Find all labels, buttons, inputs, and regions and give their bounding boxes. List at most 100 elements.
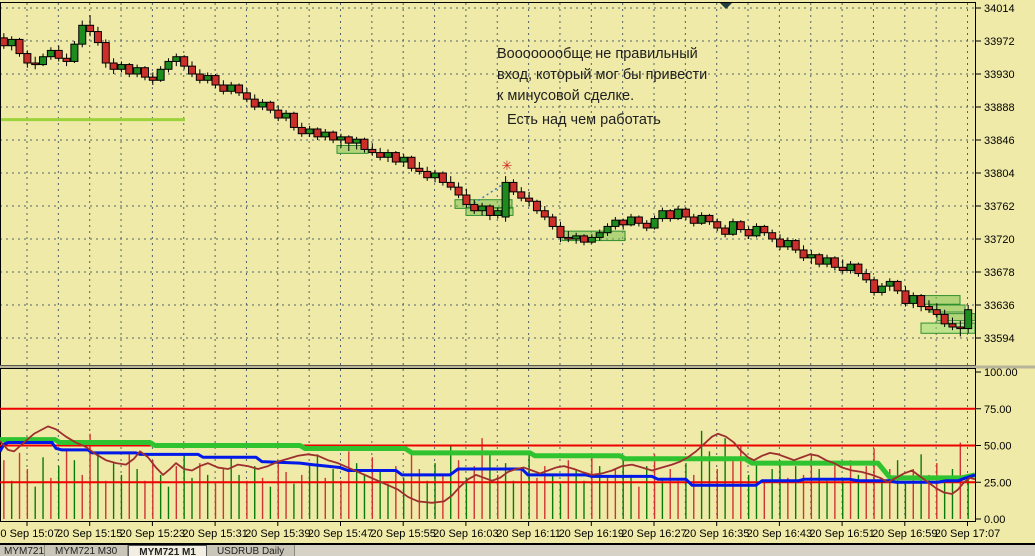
annotation-line: к минусовой сделке. [497, 88, 635, 104]
candles-group [0, 15, 973, 337]
candle-bear [125, 64, 134, 75]
candle-bear [948, 323, 957, 328]
time-axis-label: 20 Sep 15:39 [245, 528, 310, 540]
time-axis-label: 20 Sep 16:43 [747, 528, 812, 540]
candle-bear [15, 38, 24, 55]
candle-bear [862, 273, 871, 281]
candle-bear [681, 208, 690, 218]
candle-bull [877, 285, 886, 293]
candle-bull [164, 60, 173, 70]
candle-bear [313, 128, 322, 138]
candle-bear [274, 109, 283, 119]
candle-bull [431, 172, 440, 179]
price-axis-label: 33762 [984, 201, 1015, 213]
oscillator-blue-ma-line [0, 441, 975, 487]
candle-bear [854, 263, 863, 275]
candle-bull [258, 101, 267, 108]
time-axis-label: 20 Sep 16:03 [433, 528, 498, 540]
candle-bull [627, 216, 636, 226]
candle-bear [870, 279, 879, 293]
time-axis-label: 20 Sep 15:23 [120, 528, 185, 540]
time-axis-label: 20 Sep 17:07 [935, 528, 1000, 540]
candle-bear [54, 49, 63, 59]
candle-bear [415, 167, 424, 172]
candle-bear [619, 219, 628, 226]
candle-bear [407, 156, 416, 169]
candle-bear [211, 75, 220, 86]
candle-bear [266, 101, 275, 111]
candle-bear [924, 306, 933, 311]
candle-bear [180, 56, 189, 67]
candle-bear [736, 221, 745, 231]
candle-bear [423, 170, 432, 179]
candle-bear [101, 42, 110, 64]
candle-bear [689, 216, 698, 224]
time-axis-label: 20 Sep 16:35 [684, 528, 749, 540]
candle-bear [713, 221, 722, 229]
candle-bear [776, 238, 784, 248]
candle-bull [7, 38, 16, 47]
candle-bear [799, 249, 808, 259]
osc-axis-label: 100.00 [984, 367, 1018, 379]
candle-bear [391, 152, 400, 163]
candle-bull [697, 214, 706, 224]
candle-bull [587, 236, 596, 243]
candle-bear [93, 31, 102, 44]
candle-bear [932, 309, 941, 315]
candle-bull [658, 210, 667, 220]
candle-bear [540, 210, 549, 218]
candle-bear [956, 326, 965, 330]
time-axis-label: 20 Sep 16:19 [559, 528, 624, 540]
price-grid-group [0, 3, 975, 365]
candle-bull [493, 210, 502, 216]
candle-bear [31, 62, 40, 66]
candle-bull [203, 75, 212, 81]
candle-bear [329, 131, 338, 141]
chart-annotation: Воооооообще не правильный вход, который … [497, 44, 707, 131]
candle-bear [509, 181, 518, 193]
candle-bull [321, 131, 330, 138]
candle-bull [572, 235, 581, 240]
annotation-line: вход, который мог бы привести [497, 67, 708, 83]
candle-bear [446, 181, 455, 188]
candle-bear [830, 257, 839, 268]
chart-tab-mym721-m1[interactable]: MYM721 M1 [128, 545, 207, 556]
candle-bull [728, 221, 737, 235]
candle-bear [86, 24, 95, 33]
candle-bear [242, 92, 251, 100]
candle-bear [344, 136, 353, 144]
annotation-line: Воооооообще не правильный [497, 46, 698, 62]
candle-bear [580, 235, 588, 243]
time-axis-label: 20 Sep 15:31 [182, 528, 247, 540]
candle-bear [815, 254, 824, 265]
candle-bear [360, 138, 369, 150]
candle-bull [501, 181, 510, 218]
oscillator-main-line [0, 425, 975, 504]
pane-separator[interactable] [0, 365, 1035, 369]
candle-bull [384, 152, 392, 158]
time-axis-label: 20 Sep 15:47 [308, 528, 373, 540]
candle-bull [611, 219, 620, 227]
chart-tab-mym721-m30[interactable]: MYM721 M30 [45, 545, 129, 556]
candle-bull [399, 156, 408, 163]
candle-bull [336, 136, 345, 141]
chart-tab-usdrub-daily[interactable]: USDRUB Daily [206, 545, 296, 556]
price-axis-label: 33636 [984, 300, 1015, 312]
candle-bear [462, 194, 471, 205]
candle-bear [188, 65, 196, 75]
candle-bull [783, 240, 792, 248]
candle-bull [70, 43, 79, 62]
candle-bear [438, 172, 447, 183]
price-axis-label: 33678 [984, 267, 1015, 279]
candle-bear [940, 313, 949, 325]
candle-bull [650, 218, 659, 229]
candle-bull [78, 24, 87, 45]
candle-bull [885, 280, 894, 287]
chart-tab-mym721-m5[interactable]: MYM721 M5 [0, 545, 45, 556]
price-axis-label: 33594 [984, 333, 1015, 345]
candle-bull [172, 56, 181, 62]
osc-axis-label: 0.00 [984, 514, 1005, 526]
candle-bull [846, 263, 855, 271]
time-axis-label: 20 Sep 16:59 [872, 528, 937, 540]
